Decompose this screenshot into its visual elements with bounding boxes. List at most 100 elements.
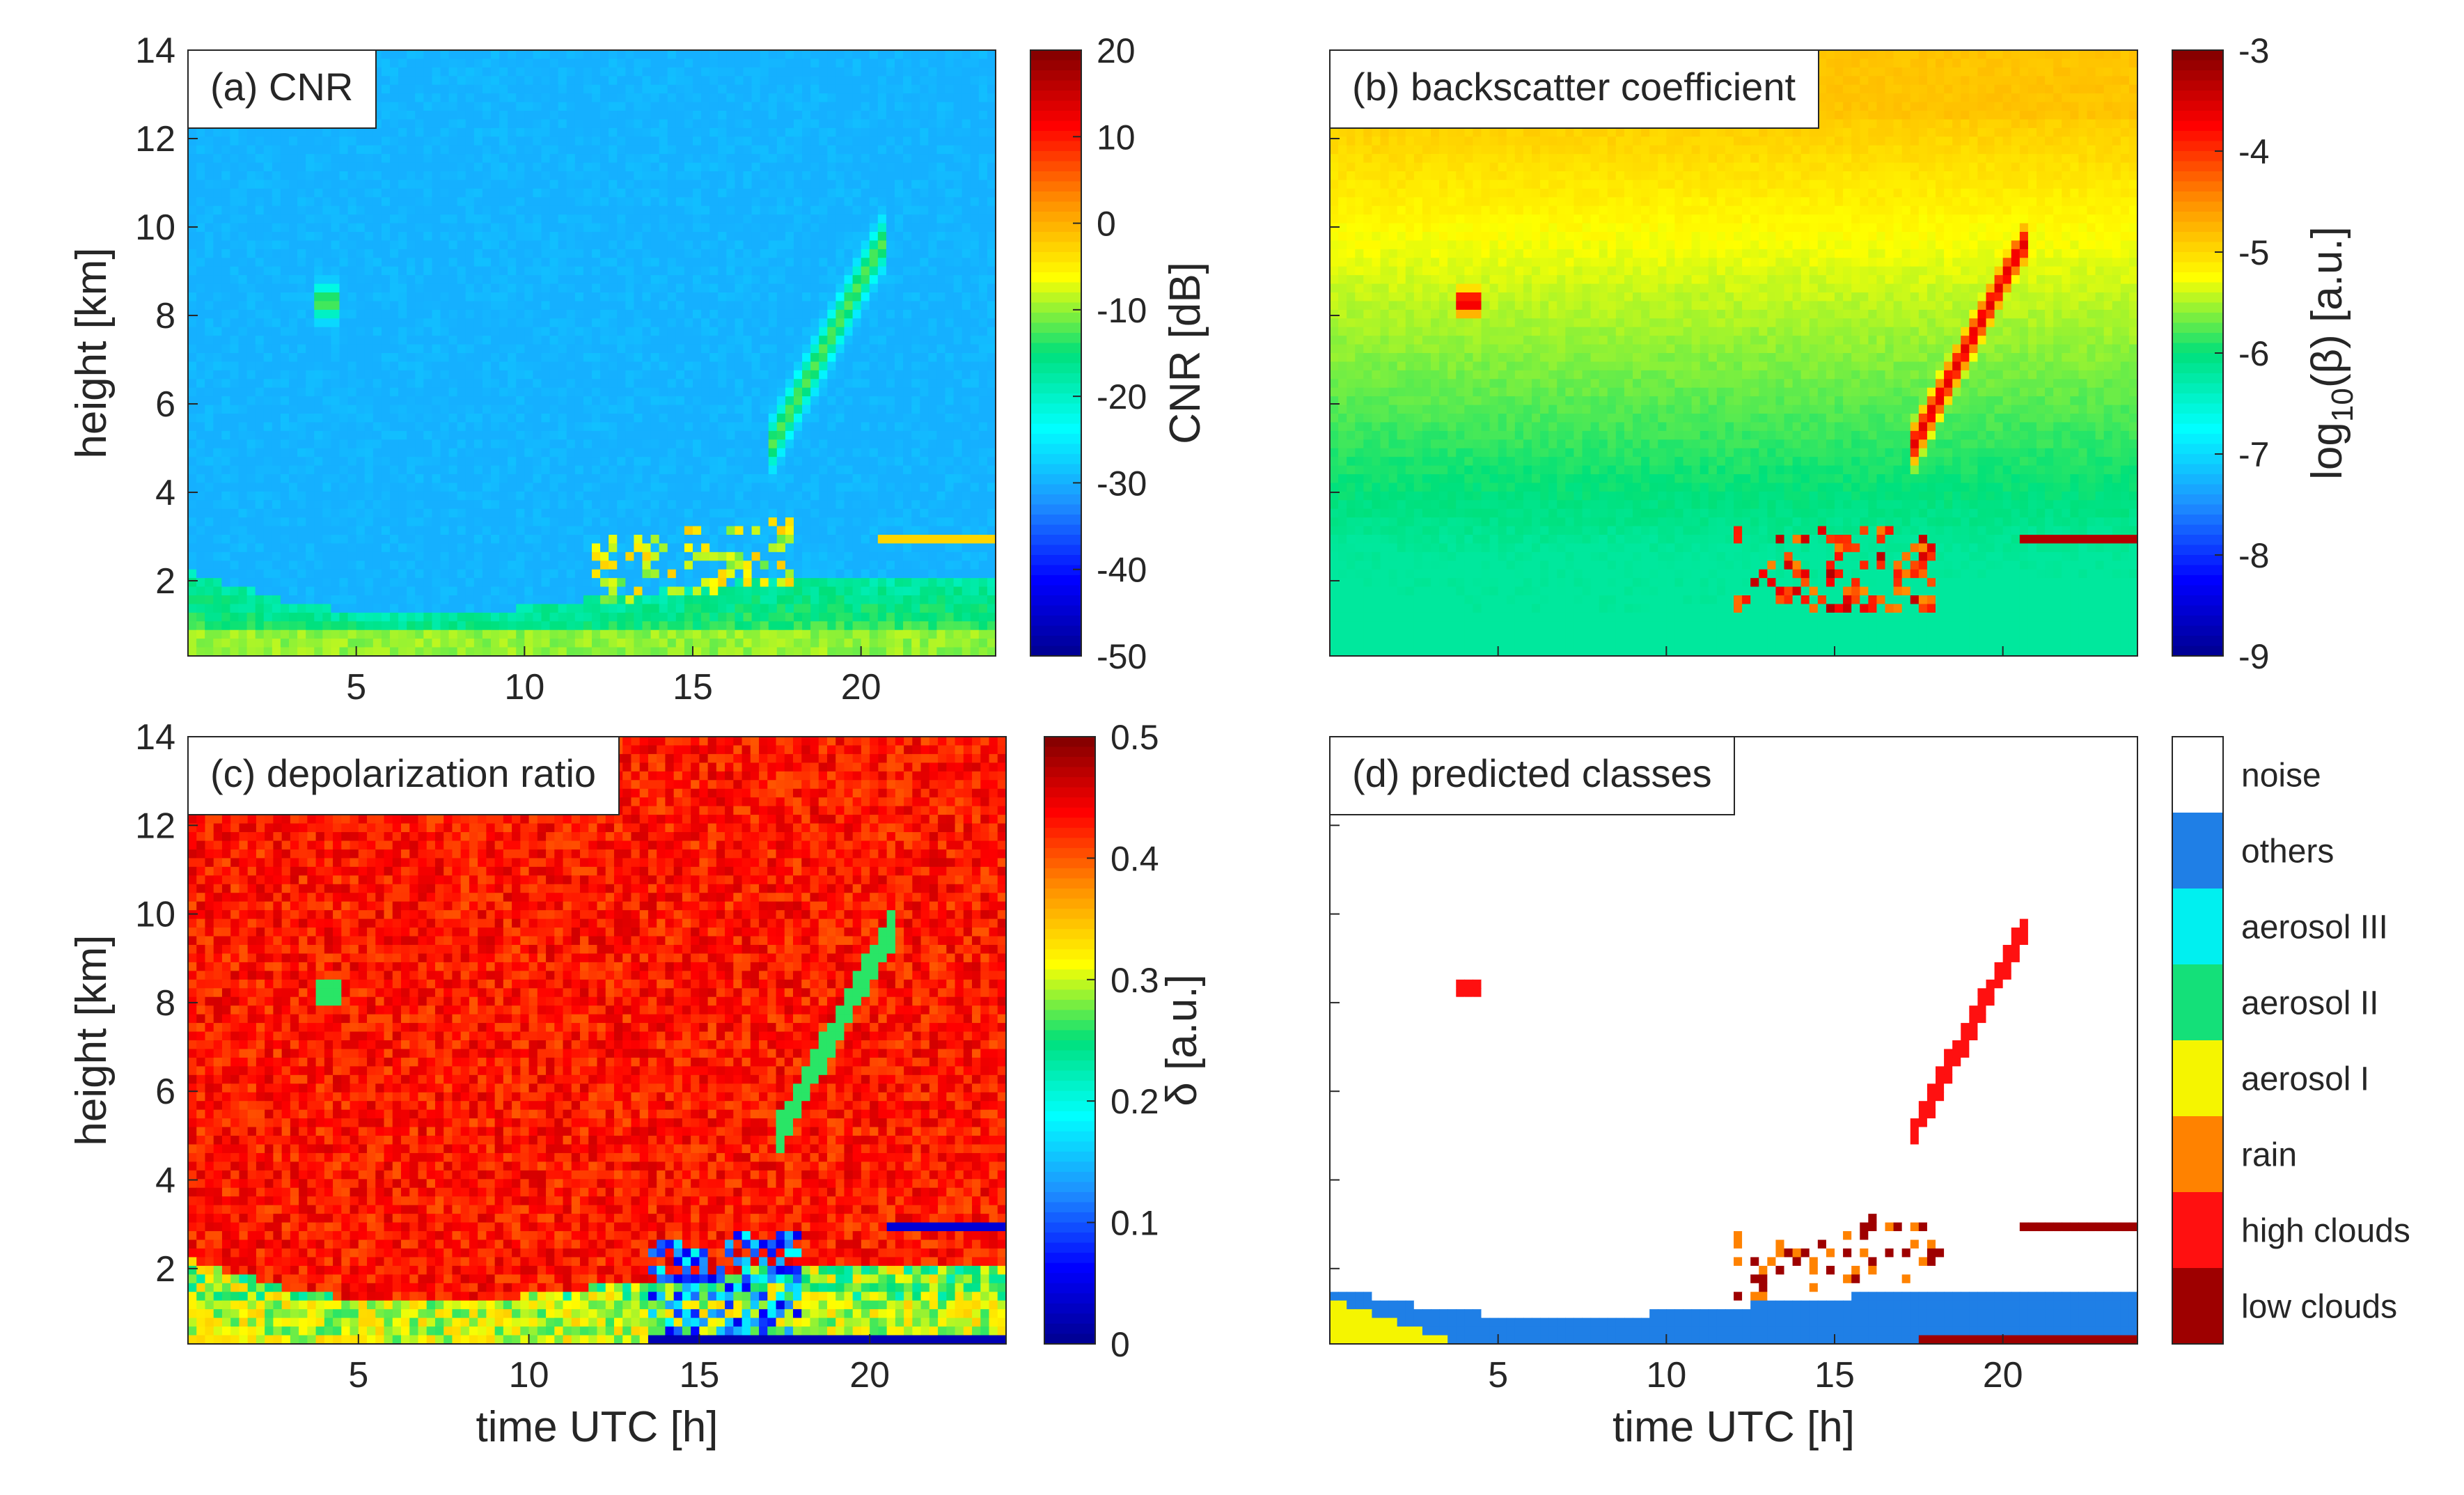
heatmap-cell <box>491 58 500 68</box>
heatmap-cell <box>718 76 727 85</box>
heatmap-cell <box>432 58 441 68</box>
heatmap-cell <box>457 58 466 68</box>
heatmap-cell <box>508 93 517 102</box>
heatmap-cell <box>760 85 769 94</box>
heatmap-cell <box>945 119 955 128</box>
heatmap-cell <box>760 76 769 85</box>
heatmap-cell <box>533 119 542 128</box>
heatmap-cell <box>819 85 828 94</box>
heatmap-cell <box>928 85 937 94</box>
heatmap-cell <box>870 50 879 59</box>
heatmap-cell <box>693 85 702 94</box>
heatmap-cell <box>769 50 778 59</box>
heatmap-cell <box>928 119 937 128</box>
heatmap-cell <box>415 85 424 94</box>
heatmap-cell <box>861 136 870 146</box>
heatmap-cell <box>701 76 710 85</box>
heatmap-cell <box>845 85 854 94</box>
heatmap-cell <box>659 68 668 77</box>
heatmap-cell <box>971 146 980 155</box>
heatmap-cell <box>709 76 719 85</box>
heatmap-cell <box>701 93 710 102</box>
heatmap-cell <box>365 128 374 137</box>
heatmap-cell <box>668 50 677 59</box>
heatmap-cell <box>407 76 416 85</box>
heatmap-cell <box>398 136 407 146</box>
heatmap-cell <box>482 50 492 59</box>
heatmap-cell <box>878 119 887 128</box>
heatmap-cell <box>600 85 609 94</box>
heatmap-cell <box>676 85 685 94</box>
heatmap-cell <box>432 93 441 102</box>
heatmap-cell <box>819 102 828 111</box>
heatmap-cell <box>701 128 710 137</box>
heatmap-cell <box>735 76 744 85</box>
heatmap-cell <box>979 50 988 59</box>
heatmap-cell <box>752 93 761 102</box>
heatmap-cell <box>752 136 761 146</box>
heatmap-cell <box>760 136 769 146</box>
heatmap-cell <box>870 136 879 146</box>
heatmap-cell <box>676 136 685 146</box>
heatmap-cell <box>911 76 920 85</box>
heatmap-cell <box>491 50 500 59</box>
heatmap-cell <box>415 119 424 128</box>
heatmap-cell <box>441 102 450 111</box>
heatmap-cell <box>845 111 854 120</box>
heatmap-cell <box>979 102 988 111</box>
heatmap-cell <box>306 146 315 155</box>
heatmap-cell <box>895 50 904 59</box>
heatmap-cell <box>550 76 559 85</box>
heatmap-cell <box>769 76 778 85</box>
heatmap-cell <box>533 76 542 85</box>
heatmap-cell <box>744 119 753 128</box>
heatmap-cell <box>575 111 584 120</box>
heatmap-cell <box>886 50 895 59</box>
heatmap-cell <box>651 85 660 94</box>
heatmap-cell <box>726 58 735 68</box>
heatmap-cell <box>936 93 945 102</box>
heatmap-cell <box>407 111 416 120</box>
figure: (a) CNR24681012145 10 15 20height [km]20100… <box>0 0 2464 1495</box>
heatmap-cell <box>785 146 794 155</box>
heatmap-cell <box>457 102 466 111</box>
heatmap-cell <box>752 102 761 111</box>
heatmap-cell <box>634 119 643 128</box>
heatmap-cell <box>819 119 828 128</box>
heatmap-cell <box>769 111 778 120</box>
heatmap-cell <box>609 76 618 85</box>
heatmap-cell <box>230 136 239 146</box>
heatmap-cell <box>936 128 945 137</box>
heatmap-cell <box>474 146 483 155</box>
heatmap-cell <box>441 68 450 77</box>
heatmap-cell <box>592 68 601 77</box>
heatmap-cell <box>954 58 963 68</box>
heatmap-cell <box>651 58 660 68</box>
heatmap-cell <box>600 76 609 85</box>
heatmap-cell <box>979 58 988 68</box>
heatmap-cell <box>289 136 298 146</box>
heatmap-cell <box>491 119 500 128</box>
heatmap-cell <box>802 85 811 94</box>
heatmap-cell <box>415 146 424 155</box>
heatmap-cell <box>542 119 551 128</box>
heatmap-cell <box>432 128 441 137</box>
heatmap-cell <box>760 68 769 77</box>
heatmap-cell <box>643 58 652 68</box>
heatmap-cell <box>474 111 483 120</box>
heatmap-cell <box>340 128 349 137</box>
heatmap-cell <box>457 111 466 120</box>
heatmap-cell <box>760 58 769 68</box>
heatmap-cell <box>861 68 870 77</box>
heatmap-cell <box>382 76 391 85</box>
heatmap-cell <box>987 146 996 155</box>
heatmap-cell <box>474 50 483 59</box>
heatmap-cell <box>205 128 214 137</box>
heatmap-cell <box>709 93 719 102</box>
heatmap-cell <box>441 119 450 128</box>
heatmap-cell <box>726 111 735 120</box>
heatmap-cell <box>827 146 836 155</box>
heatmap-cell <box>617 136 626 146</box>
heatmap-cell <box>936 68 945 77</box>
heatmap-cell <box>466 50 475 59</box>
